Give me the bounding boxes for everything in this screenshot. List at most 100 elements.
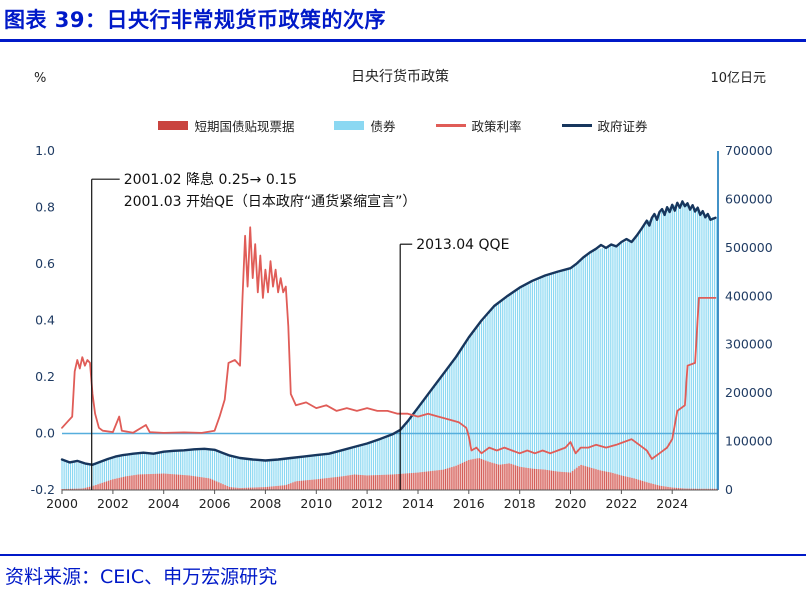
bond-bar [601,248,603,491]
bond-bar [669,207,671,491]
right-axis-tick-label: 600000 [725,192,773,207]
bond-bar [226,454,228,491]
bond-bar [197,450,199,491]
bond-bar [358,446,360,491]
bond-bar [167,451,169,491]
left-axis-tick-label: 0.2 [35,369,55,384]
bill-bar-stripe [328,478,330,491]
bond-bar [86,464,89,491]
bond-bar [65,460,67,491]
bond-bar [654,216,656,491]
title-underline [0,39,806,43]
bill-bar-stripe [110,480,112,491]
right-axis-unit: 10亿日元 [710,71,766,87]
bill-bar-stripe [423,472,425,491]
bond-bar [88,463,91,491]
bond-bar [294,458,296,491]
bill-bar-stripe [690,488,692,491]
bond-bar [203,450,205,491]
bill-bar-stripe [72,488,74,491]
bill-bar-stripe [578,466,580,491]
bond-bar [421,403,423,491]
bill-bar-stripe [167,474,169,491]
bill-bar-stripe [432,471,434,491]
bond-bar [235,457,237,491]
bill-bar-stripe [394,474,396,491]
bond-bar [716,218,718,491]
bond-bar [302,457,305,491]
bond-bar [355,447,358,491]
bond-bar [650,218,652,491]
bill-bar-stripe [417,472,419,491]
bill-bar-stripe [544,469,546,491]
bond-bar [349,448,351,491]
bond-bar [283,459,286,491]
bill-bar-stripe [252,487,254,491]
bond-bar [165,451,167,491]
bill-bar-stripe [593,468,595,491]
bond-bar [663,210,665,491]
bill-bar-stripe [521,467,523,491]
bond-bar [625,241,627,491]
bill-bar-stripe [173,474,175,491]
bond-bar [254,460,256,491]
bond-bar [398,430,400,491]
right-axis-tick-label: 300000 [725,337,773,352]
bill-bar-stripe [667,487,669,491]
bond-bar [483,320,485,491]
bond-bar [237,457,239,491]
bill-bar-stripe [137,474,139,491]
bill-bar-stripe [326,478,328,491]
bill-bar-stripe [97,484,99,491]
bond-bar [411,417,413,491]
bill-bar-stripe [122,477,124,491]
bills-bar-swatch-icon [158,121,189,131]
bill-bar-stripe [279,485,281,491]
bond-bar [241,458,243,491]
bond-bar [385,437,387,491]
bill-bar-stripe [612,473,614,491]
bond-bar [707,215,709,491]
bill-bar-stripe [464,462,466,491]
bill-bar-stripe [434,470,436,491]
bill-bar-stripe [273,486,275,491]
bill-bar-stripe [497,464,499,491]
bill-bar-stripe [570,472,572,491]
bill-bar-stripe [148,474,150,491]
bond-bar [99,462,101,491]
bill-bar-stripe [192,476,194,491]
bill-bar-stripe [383,475,385,491]
bond-bar [652,217,654,491]
bond-bar [258,460,260,491]
bill-bar-stripe [197,476,199,491]
bond-bar [453,359,455,491]
bond-bar [533,281,536,491]
bill-bar-stripe [701,488,703,491]
bond-bar [192,450,194,491]
bond-bar [461,348,464,491]
bill-bar-stripe [527,468,529,491]
bond-bar [252,459,254,491]
bond-bar [110,458,112,491]
bill-bar-stripe [375,475,377,491]
bill-bar-stripe [351,475,353,491]
bond-bar [506,297,508,491]
bond-bar [322,454,324,491]
bond-bar [595,249,597,491]
left-axis-tick-label: 1.0 [35,145,55,158]
bond-bar [97,462,99,491]
bill-bar-stripe [345,475,347,491]
bond-bar [163,451,165,491]
bond-bar [150,452,152,491]
policy-rate-line [61,226,717,460]
bond-bar [199,450,201,491]
bill-bar-stripe [493,463,495,491]
bond-bar [415,411,417,491]
bill-bar-stripe [163,473,165,491]
bond-bar [260,460,262,491]
bill-bar-stripe [408,473,410,491]
chart-legend: 短期国债贴现票据 债券 政策利率 政府证券 [0,116,806,135]
bond-bar [504,299,506,491]
bond-bar [177,450,180,491]
bond-bar [434,386,436,491]
